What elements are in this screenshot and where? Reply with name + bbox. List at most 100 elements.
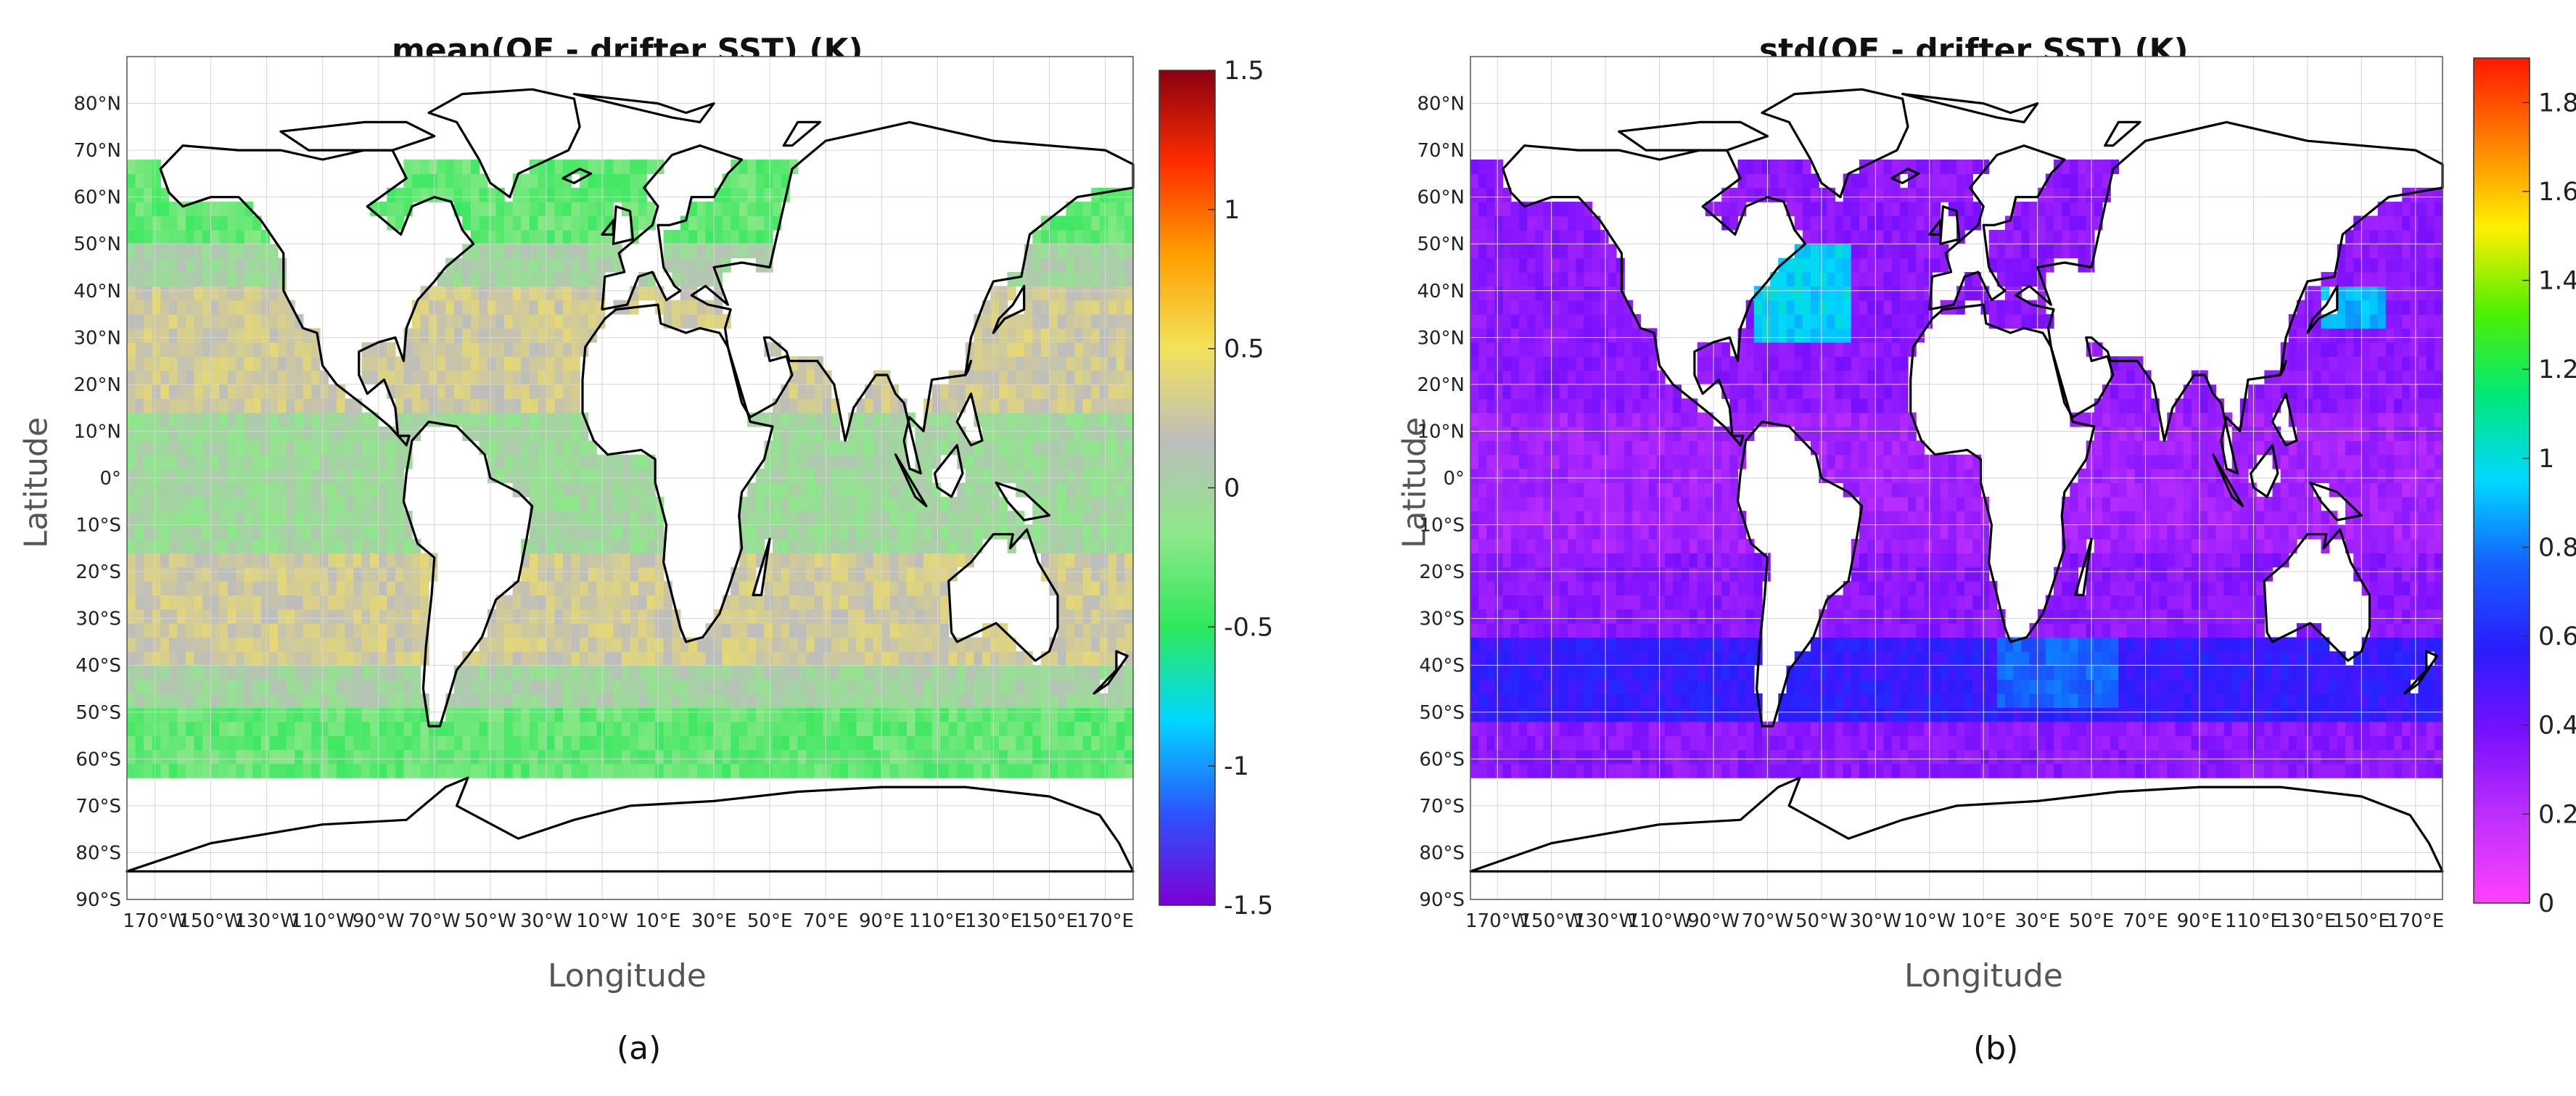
heatmap-cell xyxy=(1066,609,1075,624)
heatmap-cell xyxy=(580,244,589,259)
heatmap-cell xyxy=(1996,749,2006,765)
heatmap-cell xyxy=(806,749,815,765)
heatmap-cell xyxy=(755,187,765,202)
heatmap-cell xyxy=(1032,314,1042,329)
heatmap-cell xyxy=(1066,651,1075,666)
heatmap-cell xyxy=(1108,749,1117,765)
heatmap-cell xyxy=(445,342,455,357)
heatmap-cell xyxy=(781,595,790,610)
heatmap-cell xyxy=(965,651,974,666)
heatmap-cell xyxy=(1867,665,1876,680)
heatmap-cell xyxy=(714,693,723,708)
heatmap-cell xyxy=(1099,384,1108,399)
heatmap-cell xyxy=(999,524,1008,540)
heatmap-cell xyxy=(1058,581,1067,596)
heatmap-cell xyxy=(495,440,505,456)
heatmap-cell xyxy=(538,342,547,357)
heatmap-cell xyxy=(2054,707,2062,722)
heatmap-cell xyxy=(227,581,236,596)
heatmap-cell xyxy=(1988,736,1998,751)
heatmap-cell xyxy=(1697,707,1706,722)
heatmap-cell xyxy=(1883,679,1893,694)
heatmap-cell xyxy=(1091,244,1100,259)
colorbar-tick-label: -0.5 xyxy=(1224,613,1273,642)
heatmap-cell xyxy=(286,482,295,498)
heatmap-cell xyxy=(1648,749,1658,765)
heatmap-cell xyxy=(604,721,614,736)
heatmap-cell xyxy=(403,679,413,694)
heatmap-cell xyxy=(236,356,245,371)
heatmap-cell xyxy=(1082,427,1092,441)
heatmap-cell xyxy=(127,356,136,371)
heatmap-cell xyxy=(2037,651,2046,666)
heatmap-cell xyxy=(127,244,136,259)
heatmap-cell xyxy=(722,763,731,778)
heatmap-cell xyxy=(127,665,136,680)
heatmap-cell xyxy=(319,440,329,456)
heatmap-cell xyxy=(144,215,153,231)
heatmap-cell xyxy=(303,679,312,694)
heatmap-cell xyxy=(1778,763,1787,778)
heatmap-cell xyxy=(160,637,170,652)
heatmap-cell xyxy=(2215,707,2225,722)
heatmap-cell xyxy=(1705,679,1714,694)
heatmap-cell xyxy=(1883,736,1893,751)
heatmap-cell xyxy=(2086,665,2095,680)
heatmap-cell xyxy=(906,496,916,511)
heatmap-cell xyxy=(328,679,337,694)
heatmap-cell xyxy=(1116,538,1126,553)
heatmap-cell xyxy=(144,566,153,582)
heatmap-cell xyxy=(185,328,195,343)
heatmap-cell xyxy=(269,496,279,511)
heatmap-cell xyxy=(1049,229,1058,244)
heatmap-cell xyxy=(797,538,807,553)
heatmap-cell xyxy=(596,721,606,736)
heatmap-cell xyxy=(227,511,236,526)
heatmap-cell xyxy=(714,736,723,751)
heatmap-cell xyxy=(655,736,664,751)
heatmap-cell xyxy=(429,412,438,427)
heatmap-cell xyxy=(202,665,212,680)
heatmap-cell xyxy=(923,595,933,610)
heatmap-cell xyxy=(1040,398,1050,413)
heatmap-cell xyxy=(529,286,538,301)
heatmap-cell xyxy=(202,412,212,427)
heatmap-cell xyxy=(236,440,245,456)
heatmap-cell xyxy=(470,328,480,343)
heatmap-cell xyxy=(823,637,832,652)
heatmap-cell xyxy=(479,679,488,694)
heatmap-cell xyxy=(127,749,136,765)
heatmap-cell xyxy=(889,538,899,553)
heatmap-cell xyxy=(2094,763,2103,778)
heatmap-cell xyxy=(613,524,622,540)
heatmap-cell xyxy=(387,581,396,596)
heatmap-cell xyxy=(395,202,405,217)
heatmap-cell xyxy=(252,763,262,778)
heatmap-cell xyxy=(227,384,236,399)
heatmap-cell xyxy=(663,721,672,736)
heatmap-cell xyxy=(1099,187,1108,202)
heatmap-cell xyxy=(135,440,144,456)
heatmap-cell xyxy=(1058,637,1067,652)
heatmap-cell xyxy=(319,427,329,441)
heatmap-cell xyxy=(227,454,236,469)
heatmap-cell xyxy=(295,679,304,694)
heatmap-cell xyxy=(144,314,153,329)
heatmap-cell xyxy=(2005,707,2014,722)
heatmap-cell xyxy=(1470,721,1479,736)
heatmap-cell xyxy=(2013,721,2022,736)
heatmap-cell xyxy=(906,749,916,765)
heatmap-cell xyxy=(269,384,279,399)
heatmap-cell xyxy=(529,736,538,751)
heatmap-cell xyxy=(1510,693,1520,708)
heatmap-cell xyxy=(1040,328,1050,343)
heatmap-cell xyxy=(269,412,279,427)
heatmap-cell xyxy=(797,553,807,568)
heatmap-cell xyxy=(865,609,874,624)
heatmap-cell xyxy=(286,749,295,765)
heatmap-cell xyxy=(646,202,656,217)
heatmap-cell xyxy=(848,496,857,511)
heatmap-cell xyxy=(948,707,958,722)
heatmap-cell xyxy=(1940,749,1949,765)
heatmap-cell xyxy=(1624,736,1633,751)
